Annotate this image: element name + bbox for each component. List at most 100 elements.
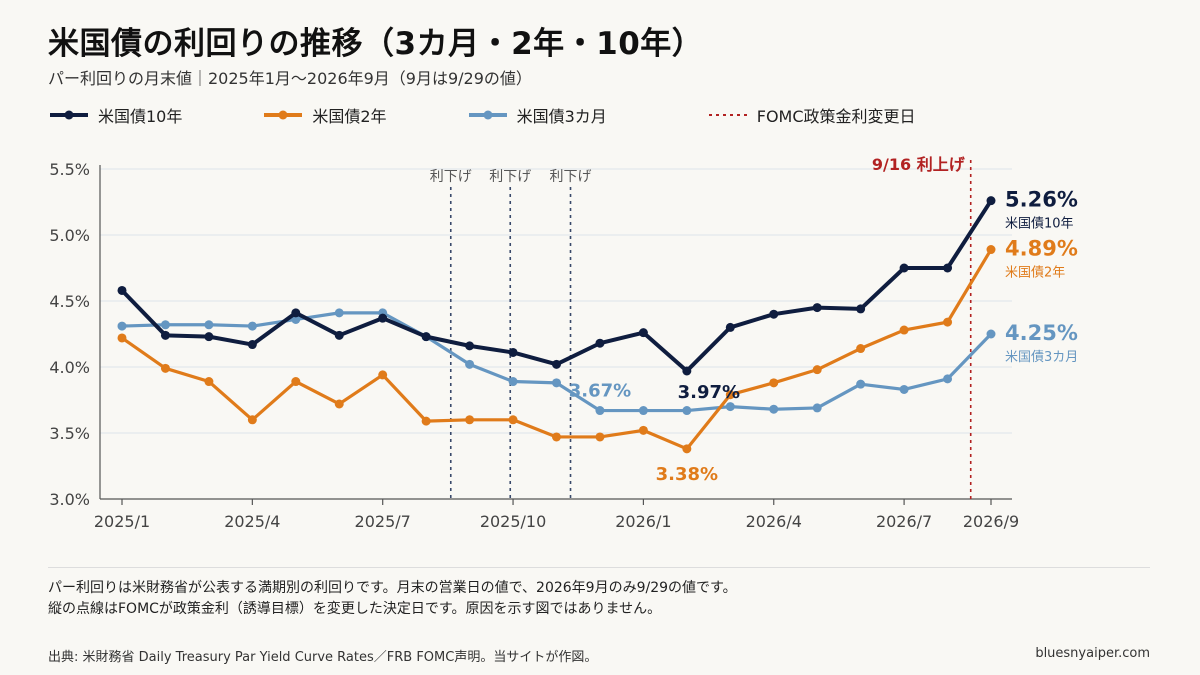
data-point — [986, 245, 996, 255]
data-point — [899, 384, 909, 394]
data-point — [682, 444, 692, 454]
data-point — [986, 329, 996, 339]
data-point — [291, 377, 301, 387]
data-point — [856, 344, 866, 354]
site-credit: bluesnyaiper.com — [1035, 646, 1150, 661]
end-series-label: 米国債10年 — [1005, 217, 1074, 232]
x-tick-label: 2026/1 — [615, 512, 671, 531]
line-marker-icon — [50, 110, 88, 120]
data-point — [725, 322, 735, 332]
data-point — [943, 263, 953, 273]
x-tick-label: 2025/1 — [94, 512, 150, 531]
y-tick-label: 5.5% — [49, 160, 90, 179]
legend-label: 米国債2年 — [312, 107, 387, 126]
data-point — [465, 341, 475, 351]
end-series-label: 米国債2年 — [1005, 266, 1065, 281]
x-tick-label: 2025/10 — [480, 512, 546, 531]
data-point — [508, 415, 518, 425]
data-point — [465, 415, 475, 425]
data-point — [812, 403, 822, 413]
data-point — [943, 374, 953, 384]
data-point — [552, 378, 561, 388]
x-tick-label: 2026/9 — [963, 512, 1019, 531]
data-point — [508, 377, 518, 387]
source-note: 出典: 米財務省 Daily Treasury Par Yield Curve … — [48, 650, 598, 665]
y-tick-label: 3.5% — [49, 424, 90, 443]
line-marker-icon — [264, 110, 303, 120]
x-tick-label: 2026/7 — [876, 512, 932, 531]
data-point — [725, 402, 735, 412]
end-series-label: 米国債3カ月 — [1005, 350, 1078, 365]
data-point — [595, 338, 605, 348]
divider — [48, 567, 1150, 568]
annotation-label: 3.67% — [569, 381, 631, 402]
data-point — [247, 415, 257, 425]
data-point — [465, 359, 475, 369]
legend: 米国債10年 米国債2年 米国債3カ月 FOMC政策金利変更日 — [48, 100, 956, 130]
data-point — [334, 399, 344, 409]
data-point — [334, 308, 344, 318]
data-point — [769, 309, 779, 319]
data-point — [247, 321, 257, 331]
annotation-label: 3.38% — [656, 464, 718, 485]
legend-label: FOMC政策金利変更日 — [756, 107, 916, 126]
data-point — [638, 425, 648, 435]
data-point — [204, 320, 214, 330]
legend-item-2y: 米国債2年 — [262, 103, 387, 127]
fomc-label: 利下げ — [550, 169, 592, 185]
data-point — [160, 320, 170, 330]
data-point — [595, 406, 605, 416]
data-point — [421, 416, 431, 426]
data-point — [160, 363, 170, 373]
annotation-label: 3.97% — [678, 382, 740, 403]
data-point — [508, 347, 518, 357]
data-point — [117, 321, 127, 331]
data-point — [204, 377, 214, 387]
data-point — [899, 325, 909, 335]
data-point — [682, 406, 692, 416]
y-tick-label: 3.0% — [49, 490, 90, 509]
data-point — [552, 359, 561, 369]
data-point — [247, 340, 257, 350]
data-point — [334, 330, 344, 340]
data-point — [204, 332, 214, 342]
data-point — [552, 432, 561, 442]
y-tick-label: 4.5% — [49, 292, 90, 311]
data-point — [682, 366, 692, 376]
legend-item-fomc: FOMC政策金利変更日 — [707, 103, 916, 127]
data-point — [638, 406, 648, 416]
data-point — [378, 370, 388, 380]
x-tick-label: 2025/7 — [355, 512, 411, 531]
y-tick-label: 5.0% — [49, 226, 90, 245]
data-point — [769, 404, 779, 414]
legend-item-10y: 米国債10年 — [48, 103, 182, 127]
data-point — [117, 333, 127, 343]
data-point — [160, 330, 170, 340]
note-line: 縦の点線はFOMCが政策金利（誘導目標）を変更した決定日です。原因を示す図ではあ… — [48, 601, 662, 617]
data-point — [899, 263, 909, 273]
fomc-label: 9/16 利上げ — [872, 155, 966, 174]
line-marker-icon — [468, 110, 507, 120]
end-value-label: 4.89% — [1005, 237, 1078, 261]
data-point — [769, 378, 779, 388]
line-chart: 3.0% 3.5% 4.0% 4.5% 5.0% 5.5% 2025/1 2025/4 2025… — [49, 155, 1078, 531]
x-tick-label: 2025/4 — [224, 512, 280, 531]
x-tick-label: 2026/4 — [746, 512, 802, 531]
data-point — [421, 332, 431, 342]
data-point — [943, 317, 953, 327]
legend-item-3m: 米国債3カ月 — [467, 103, 607, 127]
data-point — [725, 390, 735, 400]
legend-label: 米国債3カ月 — [516, 107, 607, 126]
data-point — [812, 365, 822, 375]
legend-label: 米国債10年 — [98, 107, 183, 126]
data-point — [986, 196, 996, 206]
end-value-label: 4.25% — [1005, 321, 1078, 345]
data-point — [856, 304, 866, 314]
data-point — [638, 328, 648, 338]
data-point — [378, 313, 388, 323]
data-point — [812, 303, 822, 313]
data-point — [291, 308, 301, 318]
fomc-label: 利下げ — [489, 169, 531, 185]
data-point — [291, 314, 301, 324]
note-line: パー利回りは米財務省が公表する満期別の利回りです。月末の営業日の値で、2026年… — [48, 580, 737, 596]
